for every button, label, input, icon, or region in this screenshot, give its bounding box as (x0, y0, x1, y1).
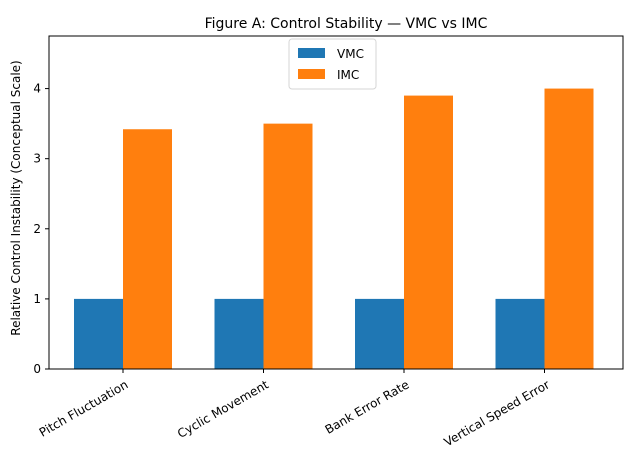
bar-vmc-1 (74, 298, 123, 369)
bar-imc-1 (123, 129, 172, 369)
bar-vmc-4 (495, 298, 545, 369)
legend-label-vmc: VMC (337, 47, 364, 61)
x-tick-label: Cyclic Movement (175, 377, 271, 441)
x-ticks: Pitch Fluctuation Cyclic Movement Bank Err… (37, 369, 552, 449)
y-ticks: 0 1 2 3 4 (33, 82, 49, 376)
plot-frame (48, 35, 624, 370)
bars-group (74, 88, 594, 369)
legend-label-imc: IMC (337, 68, 359, 82)
y-tick-label: 3 (33, 152, 41, 166)
x-tick-label: Pitch Fluctuation (37, 377, 131, 439)
x-tick-label: Bank Error Rate (323, 377, 412, 436)
y-axis-label: Relative Control Instability (Conceptual… (9, 60, 23, 335)
bar-imc-4 (544, 88, 594, 369)
bar-vmc-3 (355, 298, 404, 369)
y-tick-label: 4 (33, 82, 41, 96)
y-tick-label: 0 (33, 362, 41, 376)
bar-vmc-2 (214, 298, 264, 369)
y-tick-label: 2 (33, 222, 41, 236)
bar-imc-2 (263, 123, 313, 369)
legend: VMC IMC (288, 38, 377, 90)
bar-imc-3 (404, 95, 453, 369)
chart-title: Figure A: Control Stability — VMC vs IMC (205, 16, 488, 32)
y-tick-label: 1 (33, 292, 41, 306)
x-tick-label: Vertical Speed Error (442, 377, 552, 449)
legend-swatch-imc (298, 69, 325, 79)
legend-swatch-vmc (298, 48, 325, 58)
